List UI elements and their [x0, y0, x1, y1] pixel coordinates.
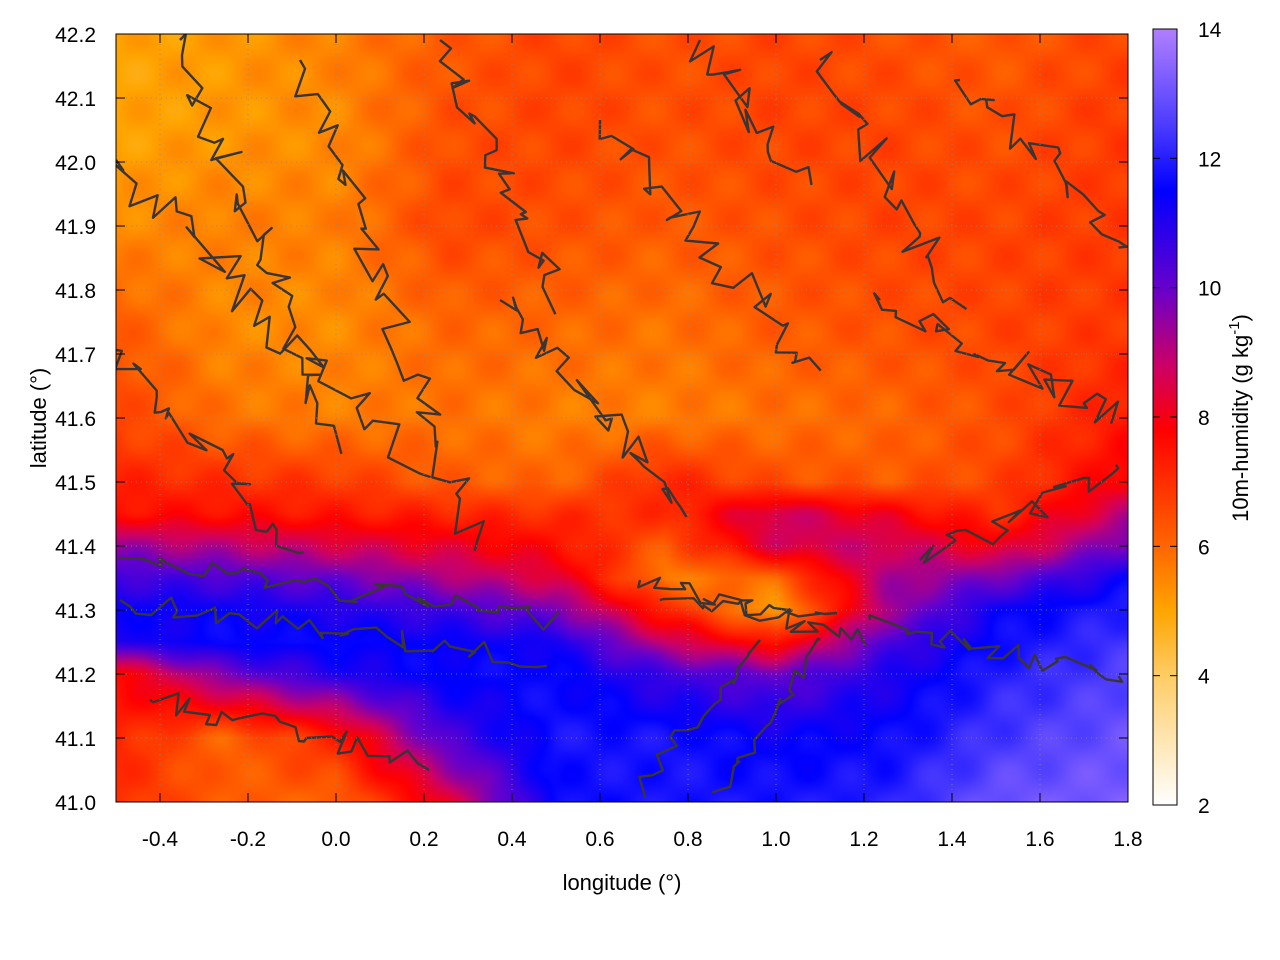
contour-line-16	[711, 637, 821, 794]
contour-line-19	[116, 348, 304, 555]
colorbar-tick-label: 12	[1198, 148, 1221, 171]
contour-line-0	[116, 159, 432, 478]
y-tick-label: 41.4	[55, 536, 96, 559]
y-tick-label: 41.2	[55, 664, 96, 687]
contour-line-5	[598, 119, 822, 372]
y-tick-label: 41.0	[55, 792, 96, 815]
colorbar-tick-label: 6	[1198, 536, 1210, 559]
colorbar-ticks: 2 4 6 8 10 12 14	[1153, 19, 1222, 818]
colorbar-tick-label: 10	[1198, 278, 1221, 301]
contour-line-2	[294, 59, 485, 552]
x-tick-label: 0.2	[409, 828, 438, 851]
colorbar-label-main: 10m-humidity (g kg	[1228, 335, 1253, 522]
x-axis-label: longitude (°)	[563, 870, 682, 895]
x-axis-ticks: -0.4 -0.2 0.0 0.2 0.4 0.6 0.8 1.0 1.2 1.4 1.6 1.8	[142, 34, 1143, 851]
contour-line-10	[118, 556, 560, 631]
contour-lines	[116, 34, 1128, 799]
contour-line-11	[119, 596, 547, 669]
contour-line-1	[179, 34, 343, 455]
contour-line-7	[815, 51, 968, 310]
x-tick-label: 0.6	[585, 828, 614, 851]
contour-line-4	[499, 296, 688, 518]
contour-line-12	[149, 692, 430, 772]
y-tick-label: 41.1	[55, 728, 96, 751]
x-tick-label: 1.2	[849, 828, 878, 851]
y-tick-label: 41.7	[55, 344, 96, 367]
colorbar: 2 4 6 8 10 12 14 10m-humidity (g kg-1)	[1152, 19, 1253, 818]
colorbar-label-sup: -1	[1226, 321, 1243, 334]
x-tick-label: -0.4	[142, 828, 179, 851]
contour-line-6	[688, 39, 813, 186]
x-tick-label: 0.0	[321, 828, 350, 851]
y-tick-label: 41.5	[55, 472, 96, 495]
y-tick-label: 41.3	[55, 600, 96, 623]
colorbar-tick-label: 4	[1198, 666, 1210, 689]
colorbar-tick-label: 2	[1198, 795, 1210, 818]
contour-line-9	[953, 78, 1128, 249]
y-tick-label: 42.1	[55, 88, 96, 111]
contour-line-3	[438, 39, 561, 315]
colorbar-label-close: )	[1228, 314, 1253, 321]
contour-line-13	[637, 576, 868, 647]
x-tick-label: -0.2	[230, 828, 266, 851]
y-tick-label: 42.0	[55, 152, 96, 175]
contour-line-18	[919, 464, 1120, 565]
colorbar-label: 10m-humidity (g kg-1)	[1226, 314, 1253, 522]
x-tick-label: 0.4	[497, 828, 527, 851]
y-tick-label: 41.9	[55, 216, 96, 239]
y-tick-label: 41.8	[55, 280, 96, 303]
y-axis-ticks: 41.0 41.1 41.2 41.3 41.4 41.5 41.6 41.7 41.8 41.9…	[55, 24, 1128, 815]
x-tick-label: 1.0	[761, 828, 790, 851]
y-axis-label: latitude (°)	[26, 368, 51, 469]
contour-line-17	[868, 614, 1124, 683]
x-tick-label: 1.4	[937, 828, 967, 851]
contour-line-14	[659, 597, 838, 618]
colorbar-tick-label: 14	[1198, 19, 1222, 42]
x-tick-label: 0.8	[673, 828, 702, 851]
x-tick-label: 1.8	[1113, 828, 1142, 851]
y-tick-label: 41.6	[55, 408, 96, 431]
grid-lines	[116, 33, 1129, 803]
colorbar-tick-label: 8	[1198, 407, 1210, 430]
y-tick-label: 42.2	[55, 24, 96, 47]
x-tick-label: 1.6	[1025, 828, 1054, 851]
contour-line-15	[638, 639, 761, 799]
contour-line-8	[873, 292, 1120, 424]
